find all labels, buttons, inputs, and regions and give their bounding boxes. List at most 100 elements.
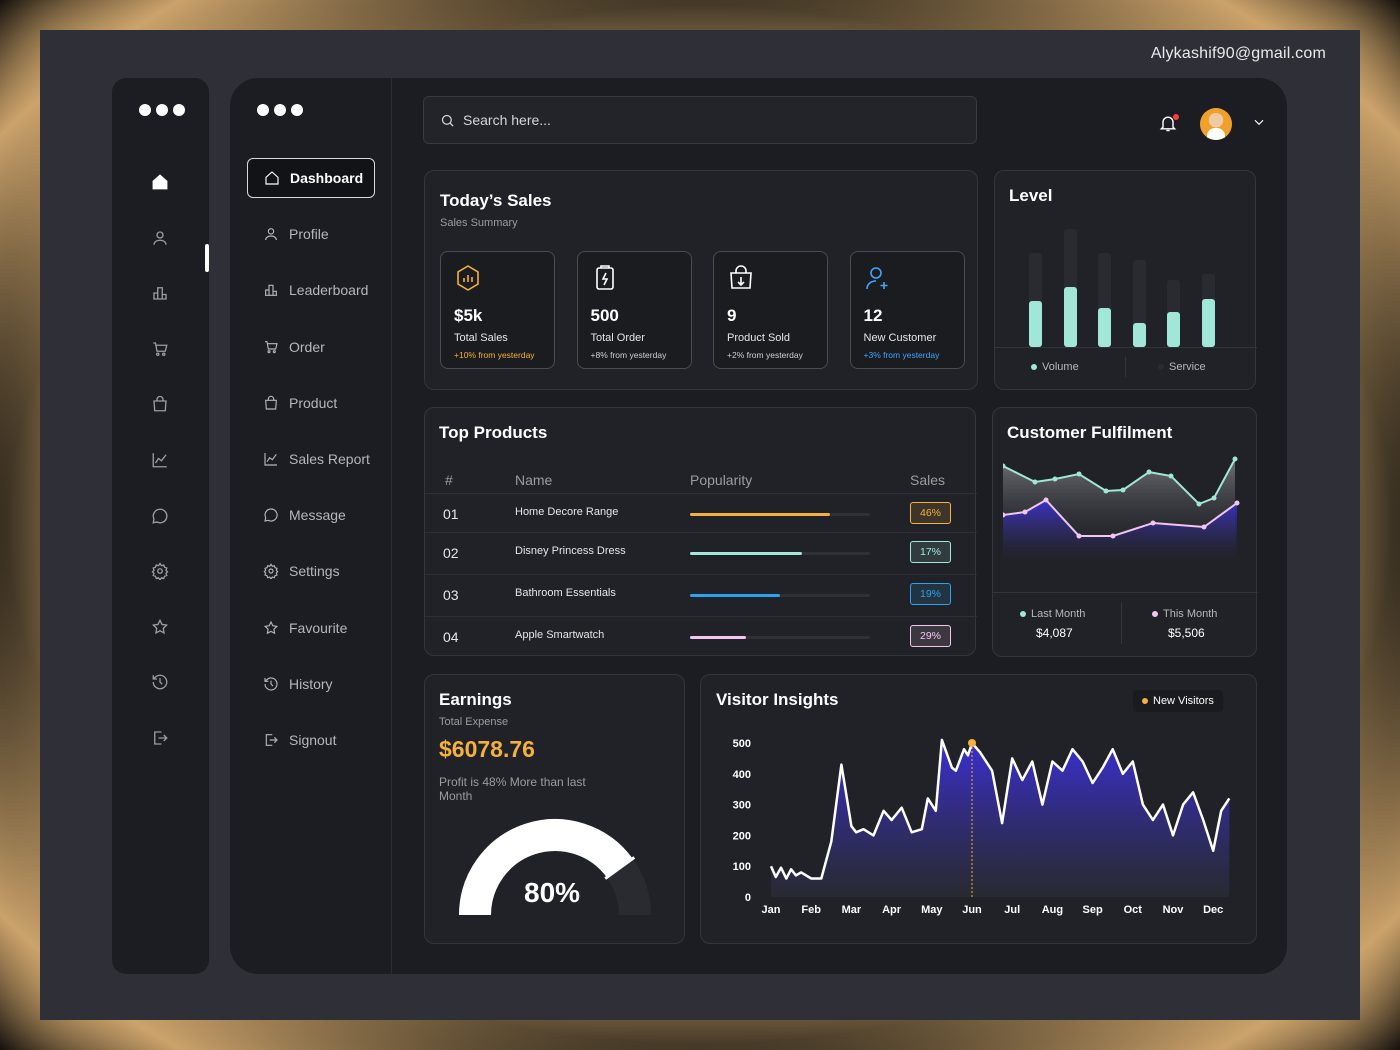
sales-badge: 17% (910, 541, 951, 563)
sidebar-item-order[interactable]: Order (247, 327, 375, 367)
level-title: Level (1009, 186, 1053, 205)
x-tick-label: Nov (1163, 904, 1185, 916)
sidebar-item-dashboard[interactable]: Dashboard (247, 158, 375, 198)
x-tick-label: Dec (1203, 904, 1223, 916)
last-month-legend: Last Month (1020, 608, 1085, 620)
this-month-point (1234, 500, 1240, 506)
star-icon (263, 620, 279, 634)
tile-value: 9 (727, 306, 737, 325)
sidebar-item-label: Product (289, 394, 338, 411)
earnings-amount: $6078.76 (439, 736, 535, 762)
rail-star-button[interactable] (150, 617, 170, 637)
x-tick-label: Oct (1124, 904, 1143, 916)
new-visitors-legend[interactable]: New Visitors (1133, 690, 1223, 712)
sidebar-item-favourite[interactable]: Favourite (247, 608, 375, 648)
rail-signout-button[interactable] (150, 728, 170, 748)
table-row[interactable]: 02 Disney Princess Dress 17% (425, 532, 977, 572)
sidebar-item-profile[interactable]: Profile (247, 214, 375, 254)
level-chart (1029, 229, 1229, 347)
sidebar-item-leaderboard[interactable]: Leaderboard (247, 270, 375, 310)
message-icon (264, 508, 278, 522)
tile-label: Total Order (590, 332, 645, 344)
highlight-point[interactable] (968, 739, 976, 747)
window-dots-icon (139, 104, 185, 116)
sidebar-item-signout[interactable]: Signout (247, 720, 375, 760)
rail-message-button[interactable] (150, 506, 170, 526)
row-number: 02 (443, 545, 459, 561)
avatar[interactable] (1200, 108, 1232, 140)
sidebar-item-message[interactable]: Message (247, 495, 375, 535)
x-tick-label: Jul (1004, 904, 1020, 916)
volume-label: Volume (1042, 361, 1079, 373)
rail-chart-line-button[interactable] (150, 450, 170, 470)
table-row[interactable]: 03 Bathroom Essentials 19% (425, 574, 977, 614)
sidebar-item-label: Message (289, 507, 346, 524)
window-dots-icon (257, 104, 303, 116)
tile-change: +10% from yesterday (454, 350, 535, 360)
this-month-point (1201, 524, 1207, 530)
volume-dot-icon (1031, 364, 1037, 371)
rail-user-button[interactable] (150, 228, 170, 248)
tile-label: Total Sales (454, 332, 508, 344)
rail-bag-button[interactable] (150, 394, 170, 414)
earnings-gauge (459, 819, 651, 916)
y-tick-label: 100 (733, 861, 751, 873)
popularity-fill (690, 636, 746, 639)
legend-label: New Visitors (1153, 695, 1214, 707)
popularity-fill (690, 552, 802, 555)
earnings-card: Earnings Total Expense $6078.76 Profit i… (424, 674, 685, 944)
table-row[interactable]: 04 Apple Smartwatch 29% (425, 616, 977, 656)
earnings-note: Profit is 48% More than last Month (439, 775, 586, 803)
active-indicator (205, 244, 209, 272)
this-month-point (1043, 497, 1049, 503)
user-add-icon (865, 267, 887, 290)
todays-sales-card: Today’s Sales Sales Summary $5k Total Sal… (424, 170, 978, 390)
sidebar-item-label: Favourite (289, 619, 348, 636)
bell-icon (1159, 116, 1177, 132)
search-bar[interactable]: Search here... (423, 96, 977, 144)
stat-tile-product-sold[interactable]: 9 Product Sold +2% from yesterday (713, 251, 828, 369)
last-month-point (1032, 479, 1038, 485)
gear-icon (151, 562, 169, 581)
search-placeholder: Search here... (463, 112, 551, 128)
sidebar-item-settings[interactable]: Settings (247, 551, 375, 591)
user-area (1158, 108, 1266, 140)
rail-cart-button[interactable] (150, 339, 170, 359)
notification-button[interactable] (1158, 113, 1180, 135)
popularity-bar (690, 594, 870, 597)
volume-bar (1167, 311, 1180, 347)
popularity-bar (690, 552, 870, 555)
volume-bar (1029, 300, 1042, 347)
sales-badge: 46% (910, 502, 951, 524)
stat-tile-total-order[interactable]: 500 Total Order +8% from yesterday (576, 251, 692, 369)
stat-tile-total-sales[interactable]: $5k Total Sales +10% from yesterday (440, 251, 555, 369)
row-number: 04 (443, 629, 459, 645)
rail-history-button[interactable] (150, 672, 170, 692)
service-label: Service (1169, 361, 1206, 373)
rail-home-button[interactable] (150, 172, 170, 192)
chevron-down-icon (1254, 119, 1264, 125)
stat-tile-new-customer[interactable]: 12 New Customer +3% from yesterday (849, 251, 965, 369)
this-month-value: $5,506 (1168, 626, 1205, 640)
y-tick-label: 400 (733, 769, 751, 781)
cart-icon (153, 342, 168, 356)
sidebar-item-sales-report[interactable]: Sales Report (247, 439, 375, 479)
x-tick-label: Mar (842, 904, 862, 916)
rail-leaderboard-button[interactable] (150, 283, 170, 303)
user-icon (265, 228, 277, 241)
sidebar-item-product[interactable]: Product (247, 383, 375, 423)
product-name: Bathroom Essentials (515, 587, 616, 599)
table-row[interactable]: 01 Home Decore Range 46% (425, 493, 977, 533)
rail-gear-button[interactable] (150, 561, 170, 581)
top-products-title: Top Products (439, 423, 548, 442)
clipboard-bolt-icon (595, 265, 614, 290)
profile-menu-toggle[interactable] (1252, 115, 1266, 134)
last-month-dot-icon (1020, 611, 1026, 618)
x-tick-label: Aug (1042, 904, 1063, 916)
last-month-point (1168, 473, 1174, 479)
last-month-point (1146, 469, 1152, 475)
fulfilment-card: Customer Fulfilment Last Month $4,087 Th… (992, 407, 1258, 657)
this-month-point (1150, 520, 1156, 526)
sidebar-item-history[interactable]: History (247, 664, 375, 704)
last-month-point (1232, 456, 1238, 462)
